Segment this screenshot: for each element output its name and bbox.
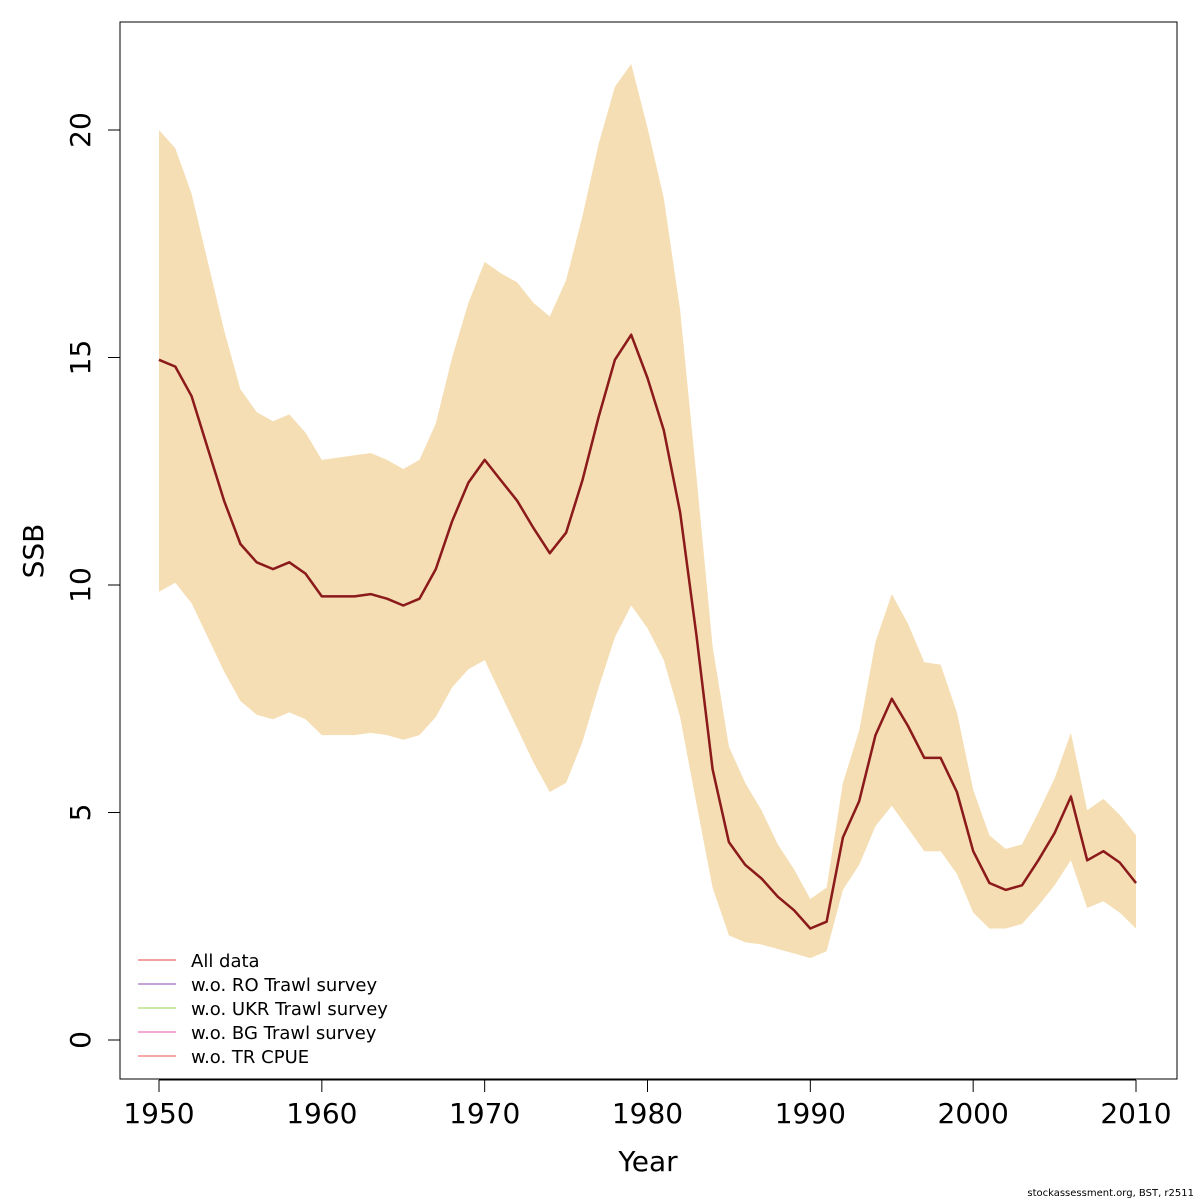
y-axis-title: SSB: [17, 524, 50, 579]
y-axis: 0 5 10 15 20: [64, 112, 121, 1049]
x-axis-title: Year: [617, 1145, 678, 1178]
y-tick-label: 15: [64, 340, 97, 376]
series-line-layer: [158, 332, 1137, 930]
x-tick-label: 1950: [123, 1097, 194, 1130]
legend-label-0: All data: [191, 951, 260, 972]
x-tick-label: 1990: [775, 1097, 846, 1130]
x-tick-label: 1960: [286, 1097, 357, 1130]
credit-text: stockassessment.org, BST, r2511: [1027, 1188, 1194, 1199]
confidence-band-layer: [159, 64, 1136, 959]
y-tick-label: 0: [64, 1031, 97, 1049]
y-tick-label: 10: [64, 567, 97, 603]
estimate-line: [158, 333, 1137, 930]
x-axis: 1950 1960 1970 1980 1990 2000 2010: [123, 1079, 1172, 1130]
x-tick-label: 2010: [1100, 1097, 1171, 1130]
confidence-band: [159, 64, 1136, 959]
legend: All data w.o. RO Trawl survey w.o. UKR Tra…: [138, 951, 388, 1068]
legend-label-4: w.o. TR CPUE: [191, 1047, 309, 1068]
x-tick-label: 1980: [612, 1097, 683, 1130]
legend-label-3: w.o. BG Trawl survey: [191, 1023, 377, 1044]
legend-label-2: w.o. UKR Trawl survey: [191, 999, 388, 1020]
legend-label-1: w.o. RO Trawl survey: [191, 975, 377, 996]
y-tick-label: 5: [64, 804, 97, 822]
y-tick-label: 20: [64, 112, 97, 148]
x-tick-label: 2000: [938, 1097, 1009, 1130]
x-tick-label: 1970: [449, 1097, 520, 1130]
